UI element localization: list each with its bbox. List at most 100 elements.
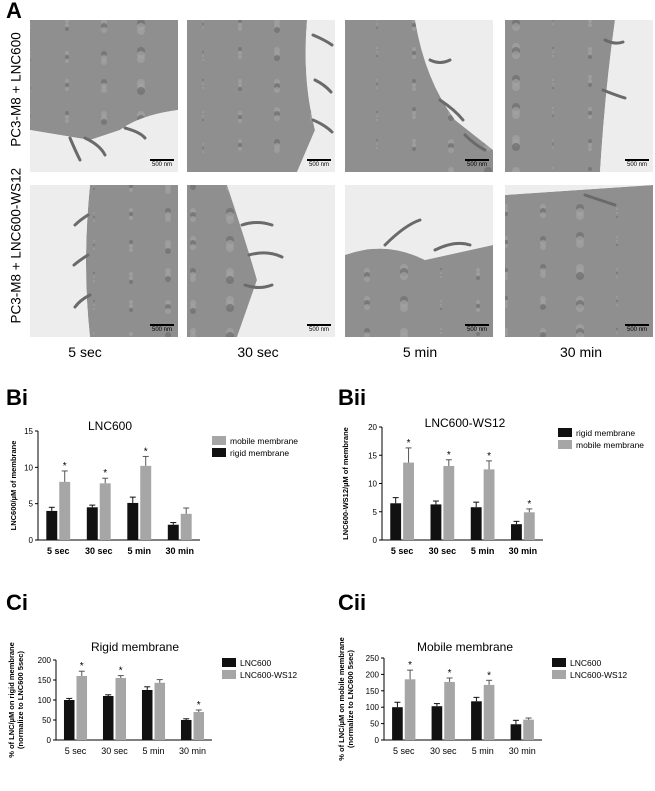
time-label-30-sec: 30 sec — [237, 344, 279, 360]
panel-letter-bi: Bi — [6, 385, 28, 410]
scale-bar-label: 500 nm — [151, 327, 172, 333]
scale-bar-label: 500 nm — [308, 327, 329, 333]
x-tick-label: 5 sec — [391, 546, 414, 556]
bar-mobile-membrane — [59, 481, 71, 540]
legend-label: mobile membrane — [230, 436, 298, 446]
x-tick-label: 30 min — [165, 546, 194, 556]
micrograph-lnc600-ws12-30-sec: 500 nm — [187, 185, 335, 337]
legend-swatch — [222, 658, 236, 667]
panel-letter-a: A — [6, 0, 22, 23]
time-label-30-min: 30 min — [559, 344, 603, 360]
micrograph-lnc600-ws12-5-min: 500 nm — [345, 185, 493, 337]
micrograph-lnc600-5-min: 500 nm — [345, 20, 493, 172]
bar-mobile-membrane — [403, 462, 414, 540]
significance-marker: * — [119, 666, 123, 677]
scale-bar-label: 500 nm — [151, 162, 172, 168]
scale-bar: 500 nm — [150, 159, 174, 168]
y-tick-label: 5 — [373, 508, 378, 517]
significance-marker: * — [487, 451, 491, 462]
scale-bar-line — [625, 324, 649, 326]
significance-marker: * — [408, 660, 412, 671]
y-tick-label: 0 — [29, 536, 34, 545]
x-tick-label: 30 sec — [429, 546, 457, 556]
scale-bar: 500 nm — [465, 159, 489, 168]
y-axis-label: % of LNC/µM on mobile membrane — [337, 637, 346, 761]
legend-swatch — [552, 670, 566, 679]
bar-lnc600 — [180, 720, 192, 740]
significance-marker: * — [80, 661, 84, 672]
bar-rigid-membrane — [167, 524, 179, 540]
legend-swatch — [212, 448, 226, 457]
bar-mobile-membrane — [140, 465, 152, 540]
significance-marker: * — [487, 670, 491, 681]
y-tick-label: 0 — [373, 536, 378, 545]
x-tick-label: 30 sec — [101, 746, 128, 756]
bar-rigid-membrane — [86, 507, 98, 540]
significance-marker: * — [63, 461, 67, 472]
row-label-lnc600: PC3-M8 + LNC600 — [8, 32, 24, 147]
panel-letter-bii: Bii — [338, 385, 367, 410]
y-tick-label: 250 — [366, 654, 380, 663]
micrograph-lnc600-ws12-30-min: 500 nm — [505, 185, 653, 337]
bar-lnc600 — [431, 706, 443, 740]
chart-bii: LNC600-WS12 LNC600-WS12/µM of membrane 0 5 1… — [341, 416, 644, 556]
x-tick-label: 5 sec — [65, 746, 87, 756]
scale-bar: 500 nm — [307, 324, 331, 333]
micrograph-lnc600-5-sec: 500 nm — [30, 20, 178, 172]
legend-swatch — [212, 436, 226, 445]
legend-label: LNC600-WS12 — [240, 670, 297, 680]
panel-letter-cii: Cii — [338, 590, 367, 615]
bar-rigid-membrane — [430, 504, 442, 540]
bar-rigid-membrane — [511, 524, 522, 540]
legend-label: rigid membrane — [230, 448, 289, 458]
bar-lnc600-ws12 — [404, 679, 416, 740]
x-tick-label: 30 min — [179, 746, 206, 756]
significance-marker: * — [448, 668, 452, 679]
bar-lnc600-ws12 — [115, 678, 127, 740]
bar-lnc600-ws12 — [193, 712, 205, 740]
scale-bar: 500 nm — [625, 324, 649, 333]
time-label-5-sec: 5 sec — [68, 344, 102, 360]
y-tick-label: 5 — [29, 500, 34, 509]
bar-mobile-membrane — [99, 483, 111, 540]
y-axis-label: % of LNC/µM on rigid membrane — [7, 642, 16, 758]
significance-marker: * — [197, 700, 201, 711]
bar-lnc600-ws12 — [76, 676, 88, 740]
y-tick-label: 200 — [38, 656, 52, 665]
bar-mobile-membrane — [483, 469, 495, 540]
scale-bar: 500 nm — [465, 324, 489, 333]
y-tick-label: 50 — [42, 716, 51, 725]
y-tick-label: 100 — [366, 703, 380, 712]
scale-bar-label: 500 nm — [308, 162, 329, 168]
chart-cii: Mobile membrane % of LNC/µM on mobile mem… — [337, 637, 627, 761]
bar-lnc600 — [141, 690, 153, 740]
x-tick-label: 5 min — [472, 746, 494, 756]
y-tick-label: 200 — [366, 670, 380, 679]
x-tick-label: 30 min — [509, 546, 538, 556]
legend-label: mobile membrane — [576, 440, 644, 450]
chart-ci: Rigid membrane % of LNC/µM on rigid membr… — [7, 640, 297, 758]
bar-rigid-membrane — [390, 503, 402, 540]
y-axis-label: LNC600/µM of membrane — [9, 441, 18, 531]
chart-title: Rigid membrane — [91, 640, 179, 654]
y-tick-label: 150 — [38, 676, 52, 685]
bar-lnc600 — [392, 707, 403, 740]
bar-lnc600 — [510, 724, 522, 740]
scale-bar: 500 nm — [150, 324, 174, 333]
scale-bar-line — [150, 324, 174, 326]
micrograph-lnc600-30-min: 500 nm — [505, 20, 653, 172]
x-tick-label: 30 min — [509, 746, 536, 756]
significance-marker: * — [144, 446, 148, 457]
legend-label: LNC600 — [570, 658, 601, 668]
x-tick-label: 5 min — [142, 746, 164, 756]
scale-bar-line — [307, 324, 331, 326]
x-tick-label: 30 sec — [430, 746, 457, 756]
bar-rigid-membrane — [127, 502, 139, 540]
y-tick-label: 15 — [24, 427, 33, 436]
bar-mobile-membrane — [523, 512, 535, 540]
scale-bar-line — [150, 159, 174, 161]
scale-bar-line — [625, 159, 649, 161]
scale-bar-label: 500 nm — [626, 327, 647, 333]
time-label-5-min: 5 min — [402, 344, 438, 360]
x-tick-label: 5 sec — [393, 746, 415, 756]
